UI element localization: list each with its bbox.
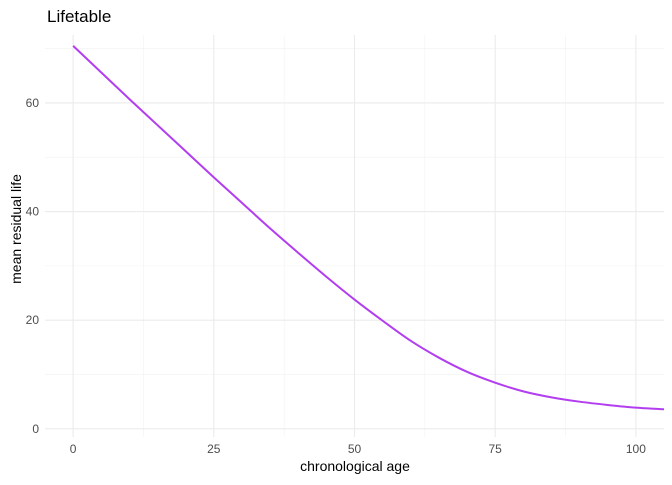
x-tick-label: 50 (348, 442, 362, 456)
tick-labels: 0 25 50 75 100 0 20 40 60 (26, 96, 647, 456)
y-tick-label: 20 (26, 313, 40, 327)
x-tick-label: 100 (626, 442, 646, 456)
y-tick-label: 60 (26, 96, 40, 110)
grid (45, 35, 664, 437)
x-tick-label: 75 (489, 442, 503, 456)
series-line (72, 45, 664, 411)
x-tick-label: 0 (70, 442, 77, 456)
series-layer (72, 45, 664, 411)
chart-title: Lifetable (47, 7, 111, 26)
x-axis-title: chronological age (300, 458, 410, 474)
x-tick-label: 25 (207, 442, 221, 456)
y-tick-label: 40 (26, 205, 40, 219)
y-tick-label: 0 (32, 422, 39, 436)
y-axis-title: mean residual life (8, 174, 24, 284)
